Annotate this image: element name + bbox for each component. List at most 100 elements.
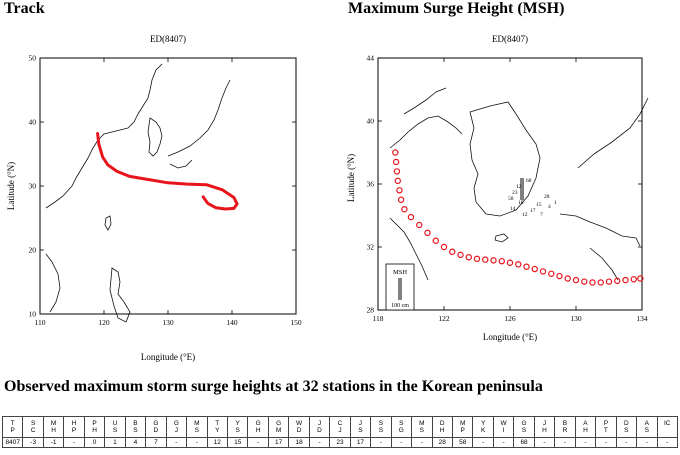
- msh-station-bar: [520, 178, 524, 200]
- msh-track-point: [637, 275, 644, 282]
- track-xtick-label: 110: [35, 318, 46, 327]
- track-xtick-label: 130: [162, 318, 174, 327]
- table-header-char: B: [562, 420, 568, 427]
- table-header-char: W: [500, 420, 507, 427]
- msh-track-point: [539, 268, 547, 275]
- table-header-char: J: [358, 420, 363, 427]
- table-header-char: S: [378, 420, 384, 427]
- table-cell: 4: [124, 437, 147, 448]
- msh-track-point: [457, 251, 464, 259]
- msh-ytick-label: 28: [367, 306, 375, 315]
- table-header-char: S: [419, 427, 424, 434]
- msh-legend-scale: 100 cm: [391, 303, 409, 309]
- msh-station-label: 15: [536, 202, 542, 208]
- msh-track-point: [556, 272, 563, 280]
- table-header-char: [658, 427, 677, 434]
- msh-track-point: [564, 275, 571, 282]
- msh-xtick-label: 130: [570, 314, 582, 323]
- table-header-char: A: [644, 420, 649, 427]
- land-outline: [45, 63, 231, 323]
- msh-xtick-label: 122: [438, 314, 450, 323]
- table-cell: -: [472, 437, 494, 448]
- table-cell: 12: [206, 437, 228, 448]
- msh-xtick-label: 126: [504, 314, 516, 323]
- msh-chart-title: ED(8407): [492, 34, 528, 44]
- table-header-char: H: [439, 427, 445, 434]
- table-cell: -: [554, 437, 576, 448]
- msh-station-label: 12: [516, 184, 522, 190]
- philippines-outline: [109, 267, 131, 323]
- table-header-char: C: [30, 427, 36, 434]
- table-header-char: Y: [215, 427, 220, 434]
- track-frame: [39, 57, 297, 315]
- msh-legend-label: MSH: [393, 269, 407, 276]
- table-cell: 0: [83, 437, 106, 448]
- table-header-char: D: [153, 427, 159, 434]
- table-header-char: P: [92, 420, 97, 427]
- msh-track-point: [572, 276, 580, 284]
- msh-station-label: 7: [540, 212, 543, 218]
- table-header-char: S: [399, 420, 404, 427]
- msh-xtick-label: 134: [636, 314, 648, 323]
- table-header-char: C: [337, 420, 343, 427]
- msh-track-point: [622, 276, 629, 284]
- msh-track-point: [515, 261, 522, 268]
- table-cell: 7: [145, 437, 167, 448]
- table-header-char: S: [133, 427, 138, 434]
- msh-track-point: [394, 177, 402, 185]
- table-header-char: I: [502, 427, 505, 434]
- table-header-char: K: [480, 427, 486, 434]
- msh-track-point: [432, 237, 439, 244]
- table-header-char: U: [112, 420, 118, 427]
- table-header-char: IC: [664, 420, 671, 427]
- track-xlabel: Longitude (°E): [141, 352, 195, 362]
- msh-station-label: 1: [554, 200, 557, 206]
- table-header-char: P: [10, 427, 15, 434]
- korea-outline: [147, 117, 163, 157]
- table-cell: 18: [288, 437, 310, 448]
- msh-track-point: [424, 229, 431, 237]
- msh-track-point: [506, 259, 514, 266]
- table-header-char: P: [71, 427, 77, 434]
- land-outline: [389, 87, 649, 281]
- table-cell: 1: [104, 437, 126, 448]
- msh-station-label: 23: [512, 190, 518, 196]
- msh-track-point: [498, 257, 505, 265]
- table-cell: -: [370, 437, 392, 448]
- msh-track-point: [482, 256, 489, 263]
- table-header-char: S: [31, 420, 36, 427]
- table-cell: -: [636, 437, 658, 448]
- table-cell: -: [165, 437, 188, 448]
- track-chart: 110 120 130 140 150 10 20 30 40 50 ED(8407) Longi…: [6, 34, 302, 362]
- msh-frame: [377, 57, 643, 311]
- table-cell: -3: [22, 437, 44, 448]
- china-coast: [389, 115, 463, 281]
- table-header-char: S: [521, 427, 527, 434]
- table-header-char: D: [296, 427, 302, 434]
- table-header-char: J: [542, 420, 547, 427]
- table-header-char: D: [623, 420, 629, 427]
- table-header-char: H: [92, 427, 97, 434]
- msh-track-point: [401, 205, 408, 213]
- table-cell: -: [308, 437, 331, 448]
- japan-outline: [167, 79, 231, 169]
- table-header-char: T: [215, 420, 220, 427]
